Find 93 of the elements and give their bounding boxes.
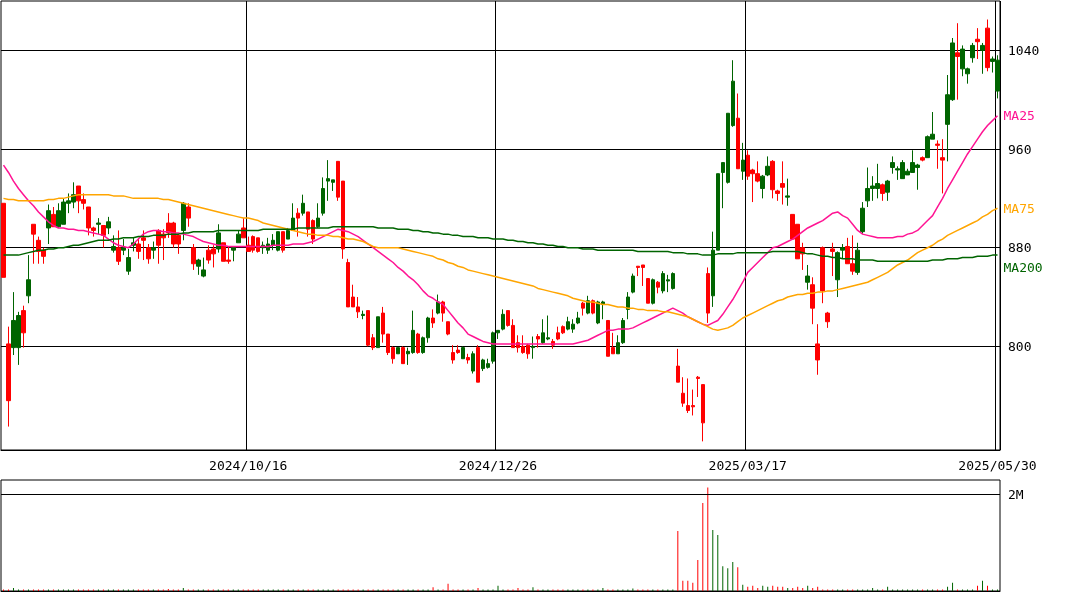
candlestick — [466, 353, 470, 365]
candlestick — [576, 311, 580, 325]
candlestick — [301, 194, 305, 217]
candlestick — [446, 321, 450, 336]
x-tick-label: 2025/03/17 — [708, 458, 787, 473]
candlestick — [231, 245, 236, 262]
candlestick — [651, 278, 655, 305]
candlestick — [461, 345, 465, 360]
candlestick — [121, 238, 126, 256]
y-tick-label: 960 — [1008, 141, 1032, 157]
candlestick — [656, 280, 660, 294]
candlestick — [815, 323, 820, 376]
candlestick — [940, 138, 945, 194]
x-tick-label: 2025/05/30 — [958, 458, 1037, 473]
candlestick — [646, 278, 650, 304]
candlestick — [805, 264, 810, 291]
candlestick — [146, 243, 151, 265]
candlestick — [701, 384, 705, 442]
candlestick — [975, 27, 980, 60]
candlestick — [860, 201, 865, 235]
line-series — [2, 193, 999, 332]
candlestick — [785, 178, 790, 207]
candlestick — [890, 155, 895, 175]
candlestick — [31, 223, 36, 265]
candlestick — [476, 344, 480, 383]
candlestick — [536, 333, 540, 349]
series-label: MA75 — [1003, 200, 1035, 216]
candlestick — [825, 311, 830, 329]
series-label: MA200 — [1003, 259, 1043, 275]
candlestick — [830, 242, 835, 277]
candlestick — [151, 241, 156, 260]
candlestick — [970, 42, 975, 64]
candlestick — [361, 310, 365, 320]
candlestick — [96, 217, 101, 235]
candlestick — [396, 347, 400, 355]
candlestick — [820, 245, 825, 304]
x-tick-label: 2024/10/16 — [209, 458, 288, 473]
candlestick — [191, 243, 196, 271]
candlestick — [1, 202, 6, 278]
candlestick — [236, 229, 241, 244]
candlestick — [416, 332, 420, 355]
candlestick — [810, 276, 815, 325]
candlestick — [436, 294, 440, 315]
candlestick — [770, 159, 775, 199]
candlestick — [136, 237, 141, 260]
candlestick — [880, 183, 885, 202]
candlestick — [126, 248, 131, 276]
candlestick — [780, 160, 785, 206]
candlestick — [980, 42, 985, 75]
candlestick — [955, 22, 960, 101]
candlestick — [581, 301, 585, 317]
candlestick — [106, 216, 111, 235]
candlestick — [935, 139, 940, 170]
candlestick — [321, 176, 325, 217]
candlestick — [141, 229, 146, 261]
candlestick — [296, 207, 300, 238]
x-tick-label: 2024/12/26 — [458, 458, 538, 473]
candlestick — [631, 273, 635, 294]
candlestick — [401, 345, 405, 365]
candlestick — [885, 179, 890, 202]
candlestick — [101, 225, 106, 249]
series-label: MA25 — [1003, 108, 1035, 124]
candlestick — [681, 376, 685, 408]
candlestick — [241, 217, 246, 239]
candlestick — [706, 266, 710, 324]
candlestick — [696, 375, 700, 398]
candlestick — [116, 229, 121, 266]
candlestick — [501, 308, 505, 331]
candlestick — [201, 257, 206, 278]
candlestick — [21, 305, 26, 349]
candlestick — [531, 336, 535, 360]
candlestick — [471, 350, 475, 375]
candlestick — [765, 155, 770, 177]
candlestick — [111, 234, 116, 254]
candlestick — [46, 204, 51, 245]
candlestick — [736, 93, 740, 170]
candlestick — [741, 142, 745, 181]
candlestick — [186, 202, 191, 228]
candlestick — [985, 19, 990, 72]
candlestick — [376, 316, 380, 349]
candlestick — [760, 174, 765, 199]
candlestick — [775, 189, 780, 202]
candlestick — [676, 348, 680, 383]
candlestick — [431, 308, 435, 329]
ref-line-label: 2M — [1008, 487, 1024, 503]
candlestick — [26, 254, 31, 304]
line-series — [2, 114, 999, 345]
candlestick — [920, 155, 925, 162]
candlestick — [196, 258, 201, 276]
candlestick — [6, 326, 11, 428]
y-tick-label: 1040 — [1008, 42, 1040, 58]
y-tick-label: 880 — [1008, 240, 1032, 256]
y-tick-label: 800 — [1008, 338, 1032, 354]
